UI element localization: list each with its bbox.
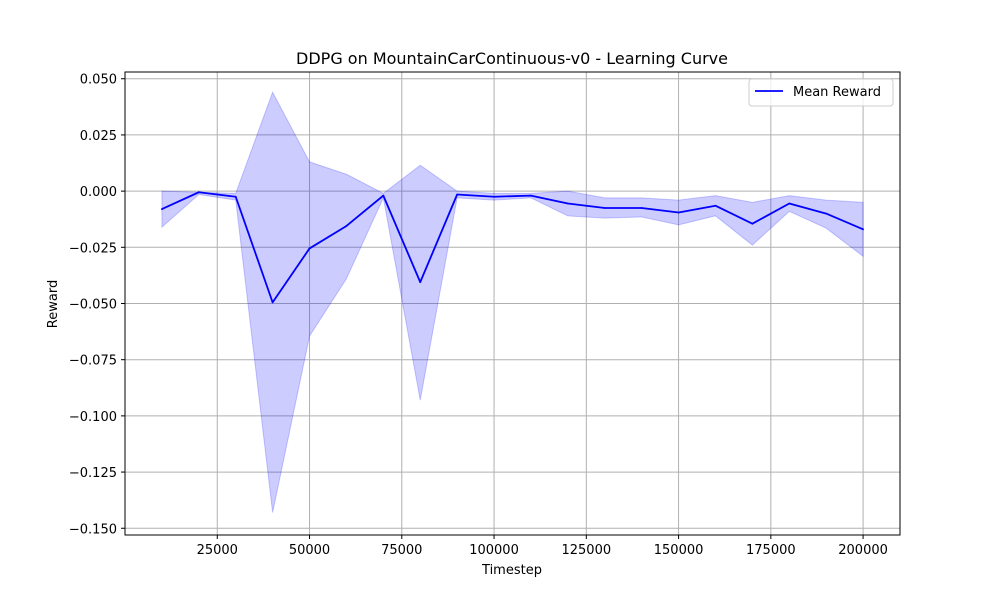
y-tick-label: −0.025 [69, 241, 117, 256]
data-point [456, 193, 459, 196]
x-tick-label: 150000 [654, 543, 704, 558]
confidence-band [161, 91, 864, 513]
x-tick-label: 50000 [289, 543, 330, 558]
y-tick-label: −0.125 [69, 466, 117, 481]
x-tick-label: 175000 [746, 543, 796, 558]
chart-title: DDPG on MountainCarContinuous-v0 - Learn… [296, 49, 728, 68]
data-point [493, 195, 495, 198]
y-tick-label: 0.000 [80, 185, 117, 200]
y-tick-label: −0.050 [69, 298, 117, 313]
y-tick-label: −0.150 [69, 522, 117, 537]
legend-box [748, 78, 894, 107]
data-point [862, 228, 864, 231]
data-point [382, 194, 385, 197]
x-tick-label: 200000 [838, 543, 888, 558]
data-point [197, 191, 200, 194]
data-point [271, 301, 274, 304]
y-tick-label: 0.050 [80, 73, 117, 88]
y-tick-label: 0.025 [80, 129, 117, 144]
series-line-layer [161, 191, 864, 304]
data-point [234, 195, 237, 198]
data-point [566, 202, 569, 205]
y-tick-label: −0.100 [69, 410, 117, 425]
data-point [161, 208, 163, 211]
x-axis-ticks: 25000 50000 75000 100000 125000 150000 175000 2… [197, 535, 888, 558]
legend: Mean Reward [748, 78, 894, 107]
data-point [825, 212, 828, 215]
legend-label-mean-reward: Mean Reward [793, 85, 881, 100]
data-point [714, 204, 717, 207]
x-tick-label: 125000 [561, 543, 611, 558]
data-point [308, 247, 311, 250]
x-tick-label: 25000 [197, 543, 238, 558]
data-point [603, 207, 606, 209]
x-tick-label: 75000 [381, 543, 422, 558]
data-point [677, 211, 680, 214]
series-line-mean-reward [161, 191, 864, 304]
y-tick-label: −0.075 [69, 354, 117, 369]
grid-lines [125, 72, 900, 535]
x-axis-title: Timestep [481, 563, 542, 578]
y-axis-ticks: 0.050 0.025 0.000 −0.025 −0.050 −0.075 −0.100 −… [69, 73, 125, 537]
confidence-band-layer [161, 91, 864, 513]
data-point [530, 194, 532, 197]
data-point [419, 281, 422, 284]
data-point [788, 202, 791, 205]
data-point [640, 207, 643, 209]
x-tick-label: 100000 [469, 543, 519, 558]
y-axis-title: Reward [46, 280, 61, 328]
data-point [345, 225, 348, 227]
data-point [751, 222, 754, 225]
